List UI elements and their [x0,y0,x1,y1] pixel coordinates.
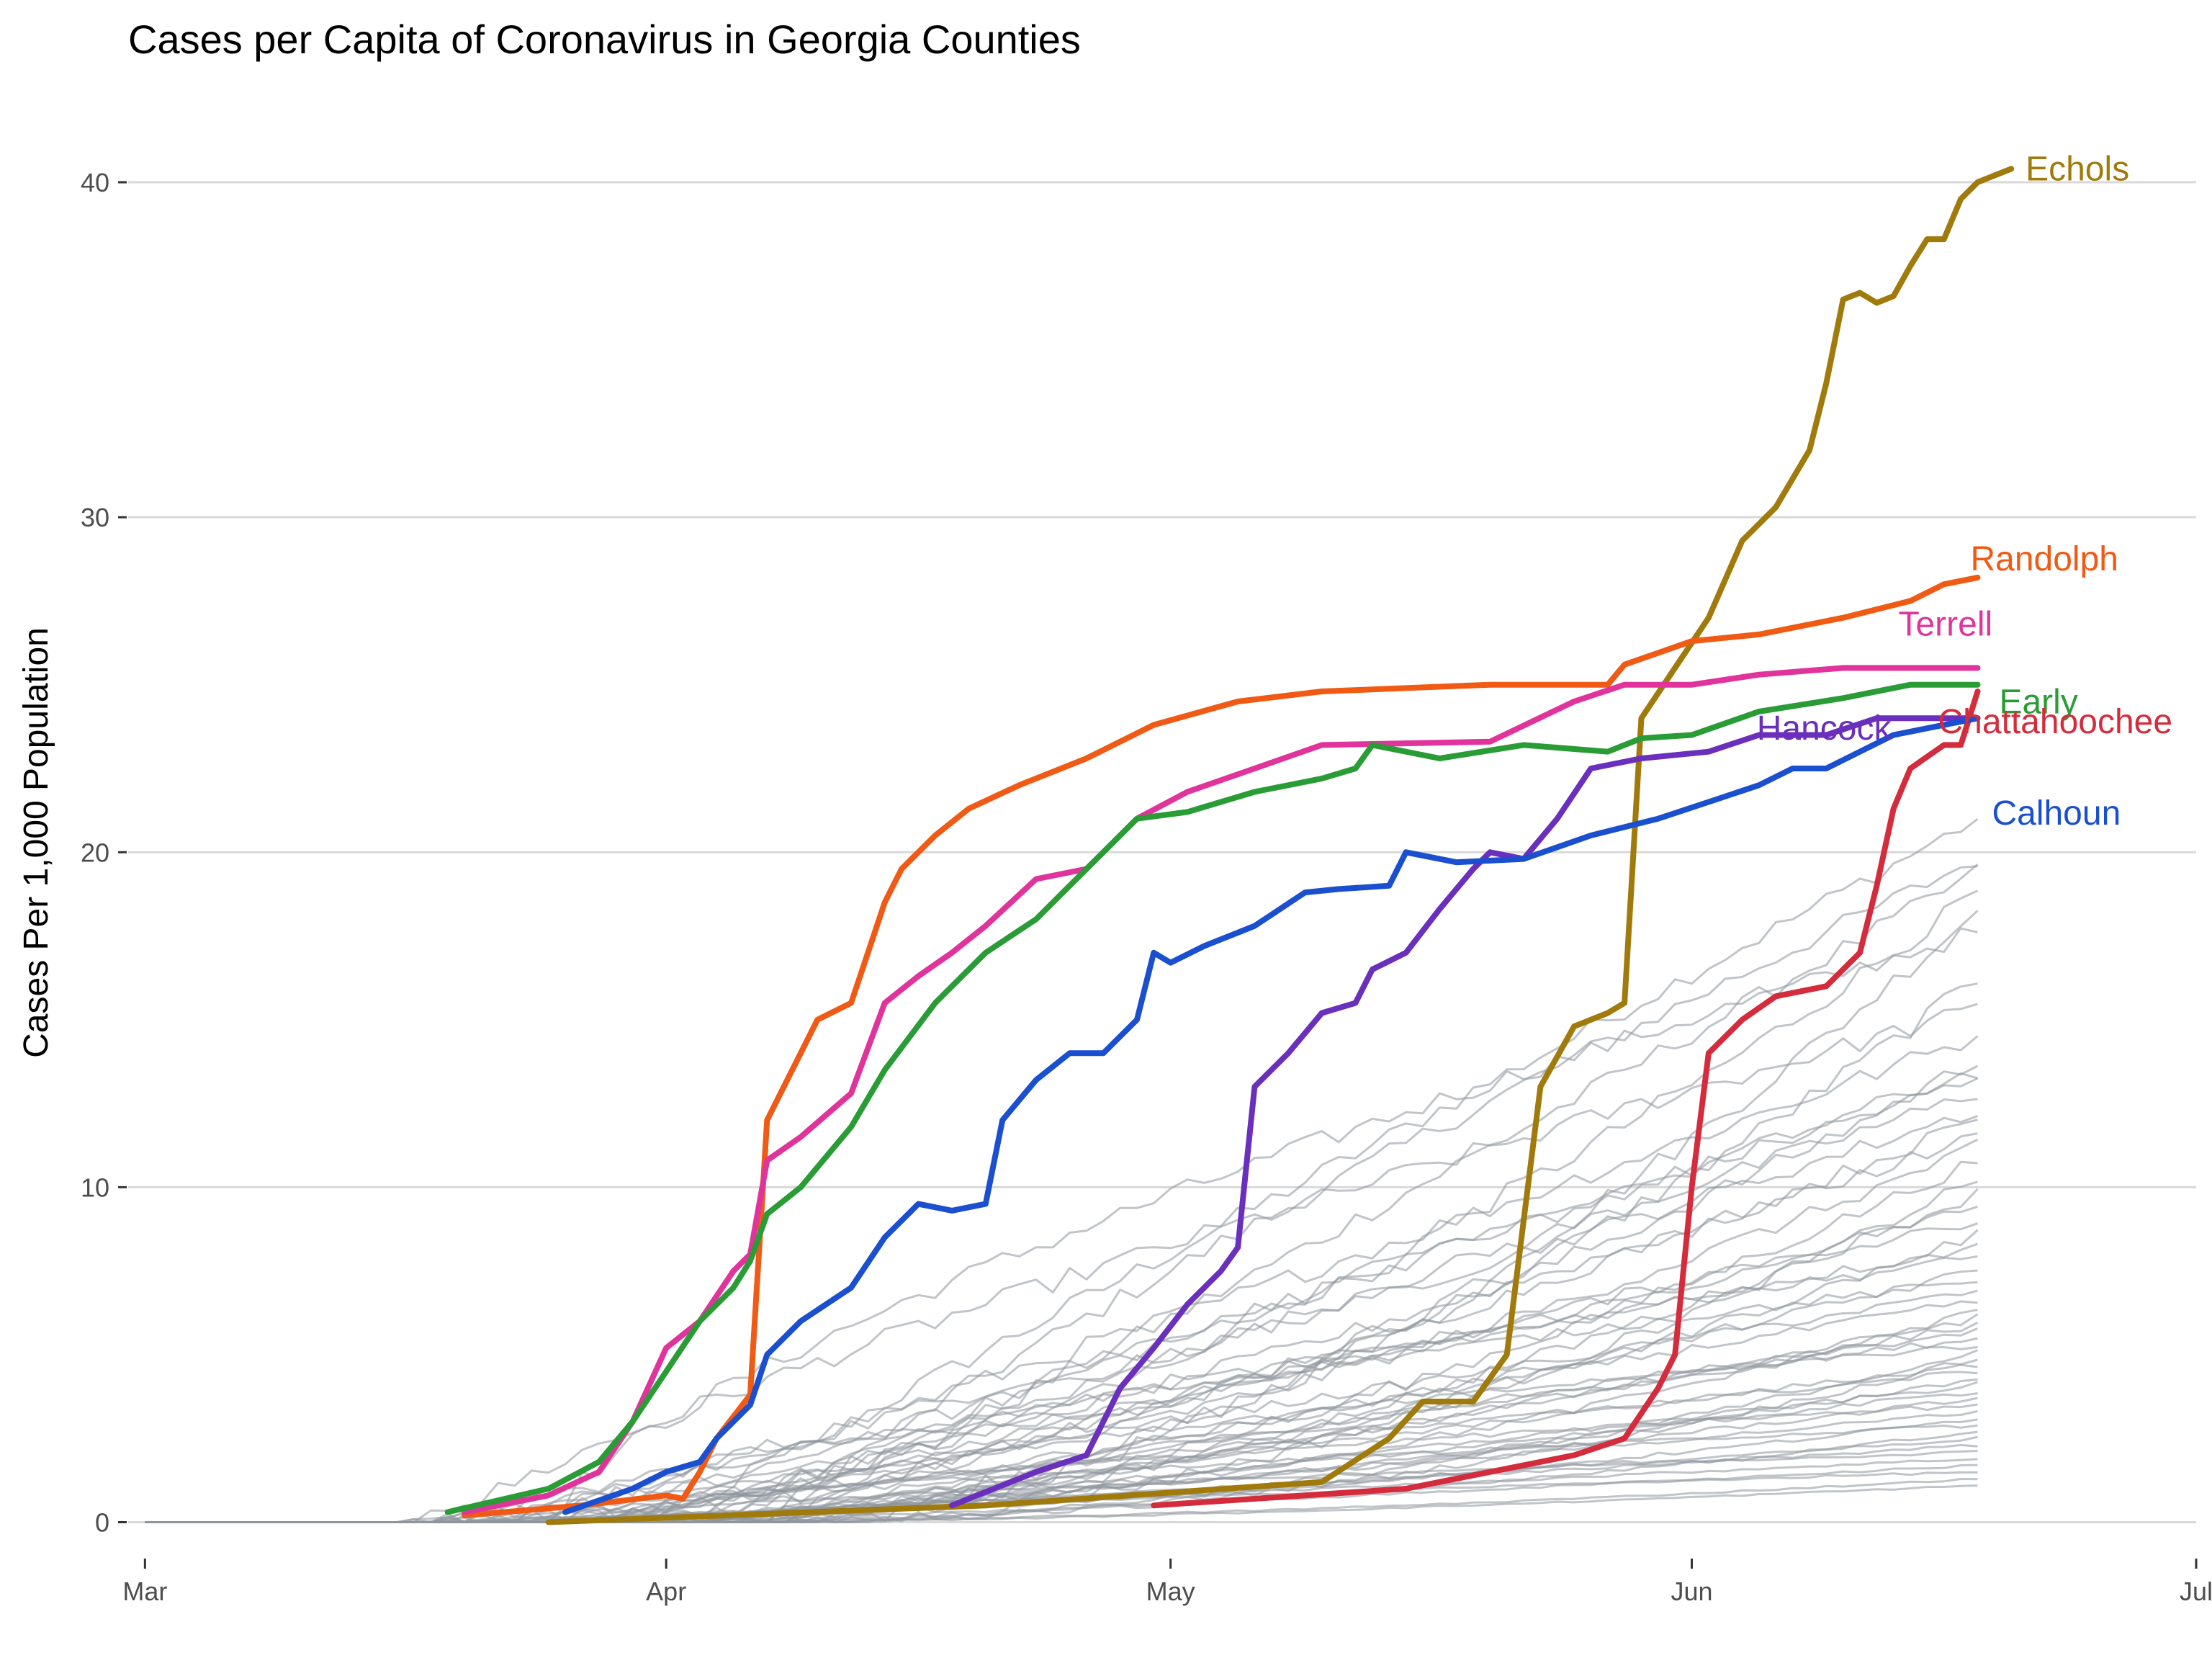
y-tick-label-40: 40 [81,168,109,197]
series-label-chattahoochee: Chattahoochee [1938,703,2172,741]
background-county-line [145,1064,1979,1523]
y-tick-label-20: 20 [81,838,109,867]
y-tick-label-10: 10 [81,1173,109,1202]
x-tick-label-Apr: Apr [646,1577,686,1606]
series-label-randolph: Randolph [1970,540,2118,578]
series-label-calhoun: Calhoun [1992,794,2121,833]
background-county-line [145,1269,1978,1523]
series-line-calhoun [562,715,1981,1515]
y-tick-label-0: 0 [95,1507,109,1537]
series-label-hancock: Hancock [1757,709,1892,748]
x-tick-label-Mar: Mar [122,1577,167,1606]
series-label-terrell: Terrell [1898,605,1992,643]
series-label-echols: Echols [2026,150,2129,188]
series-label-early: Early [1999,683,2077,722]
y-axis-title: Cases Per 1,000 Population [17,627,55,1058]
series-line-hancock [949,715,1981,1509]
background-county-line [145,1160,1978,1523]
series-line-early [444,681,1981,1515]
background-county-line [145,1484,1978,1523]
axes: 0 10 20 30 40 Mar Apr May Jun Jul [81,168,2212,1606]
series-line-terrell [462,665,1981,1515]
county-labels: Echols Randolph Terrell Early Hancock Chattah… [1757,150,2172,833]
background-county-line [145,1424,1978,1523]
x-tick-label-May: May [1146,1577,1195,1606]
y-tick-label-30: 30 [81,503,109,532]
x-tick-label-Jul: Jul [2180,1577,2212,1606]
background-county-lines [145,817,1979,1523]
highlighted-county-lines [444,166,2015,1525]
series-line-echols [545,166,2015,1525]
series-line-chattahoochee [1151,689,1981,1509]
chart-title: Cases per Capita of Coronavirus in Georg… [128,17,1081,62]
x-tick-label-Jun: Jun [1671,1577,1712,1606]
gridlines [128,181,2196,1523]
